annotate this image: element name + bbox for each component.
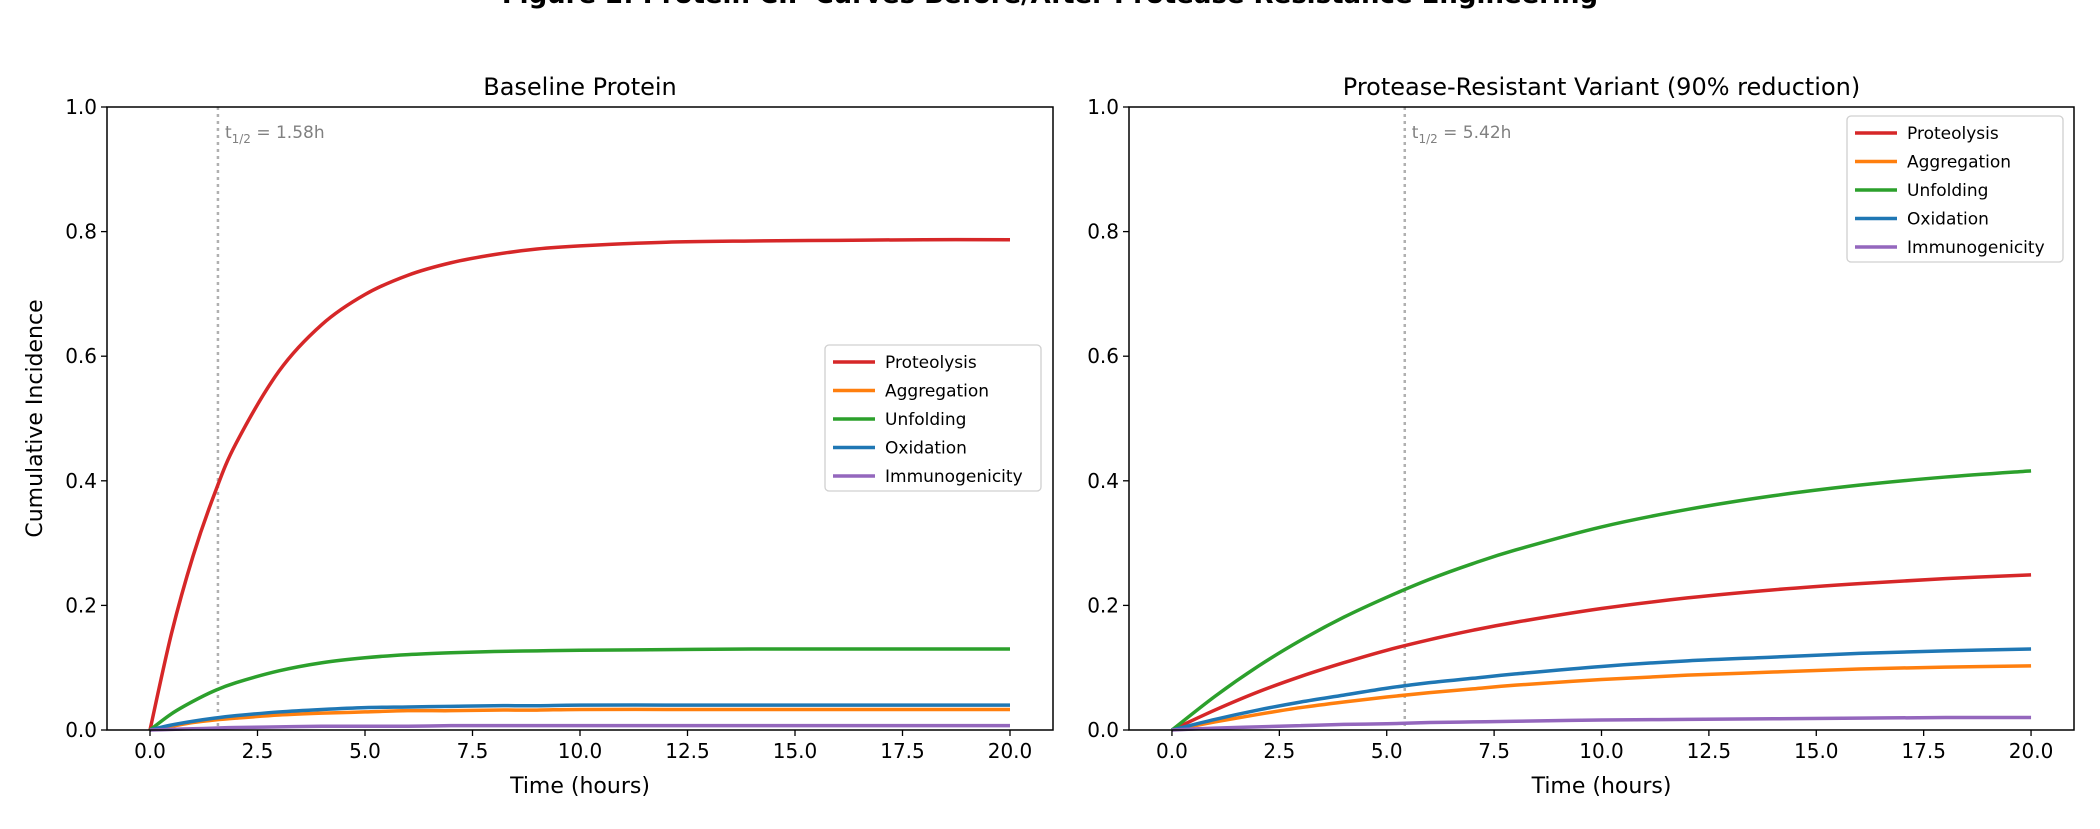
legend-box xyxy=(1846,115,2064,263)
x-tick-label: 5.0 xyxy=(349,739,381,763)
y-tick-label: 0.2 xyxy=(1087,593,1119,617)
legend-label: Immunogenicity xyxy=(1907,238,2045,258)
y-tick-label: 0.4 xyxy=(65,469,97,493)
legend-label: Immunogenicity xyxy=(885,467,1023,487)
series-line-aggregation xyxy=(149,707,1010,732)
y-tick-label: 0.8 xyxy=(1087,220,1119,244)
x-tick-label: 0.0 xyxy=(1156,739,1188,763)
x-axis-label: Time (hours) xyxy=(1531,774,1672,799)
x-tick-label: 12.5 xyxy=(665,739,710,763)
x-tick-label: 5.0 xyxy=(1371,739,1403,763)
legend-label: Unfolding xyxy=(1907,181,1988,201)
series-line-proteolysis xyxy=(148,237,1011,731)
halflife-label: t1/2 = 5.42h xyxy=(1412,123,1512,146)
series-line-aggregation xyxy=(1171,664,2032,732)
y-tick-label: 0.8 xyxy=(65,220,97,244)
legend-label: Proteolysis xyxy=(1907,124,1999,144)
legend-label: Aggregation xyxy=(885,382,989,402)
legend-label: Oxidation xyxy=(885,439,967,459)
y-tick-label: 0.6 xyxy=(1087,344,1119,368)
x-tick-label: 10.0 xyxy=(558,739,603,763)
y-tick-label: 0.0 xyxy=(1087,718,1119,742)
series-line-unfolding xyxy=(1170,469,2032,732)
subplot-title: Protease-Resistant Variant (90% reductio… xyxy=(1343,73,1860,101)
y-tick-label: 0.2 xyxy=(65,593,97,617)
y-tick-label: 1.0 xyxy=(1087,95,1119,119)
subplot-2: t1/2 = 5.42h 0.0 2.5 5.0 7.5 10.0 12.5 15.0 17.5… xyxy=(1087,73,2075,799)
series-line-unfolding xyxy=(148,647,1010,732)
x-tick-label: 20.0 xyxy=(988,739,1033,763)
legend-label: Aggregation xyxy=(1907,153,2011,173)
figure-title: Figure 2: Protein CIF Curves Before/Afte… xyxy=(502,0,1598,10)
y-tick-label: 0.4 xyxy=(1087,469,1119,493)
x-tick-label: 15.0 xyxy=(773,739,818,763)
x-tick-label: 17.5 xyxy=(880,739,925,763)
x-axis-label: Time (hours) xyxy=(509,774,650,799)
x-tick-label: 17.5 xyxy=(1901,739,1946,763)
y-tick-label: 0.6 xyxy=(65,344,97,368)
y-tick-label: 0.0 xyxy=(65,718,97,742)
x-tick-label: 7.5 xyxy=(1478,739,1510,763)
x-tick-label: 12.5 xyxy=(1687,739,1732,763)
legend: Proteolysis Aggregation Unfolding Oxidation… xyxy=(1846,115,2064,263)
x-tick-label: 0.0 xyxy=(134,739,166,763)
series-line-immunogenicity xyxy=(149,723,1011,732)
series-line-immunogenicity xyxy=(1171,715,2032,732)
x-tick-label: 2.5 xyxy=(1263,739,1295,763)
subplot-title: Baseline Protein xyxy=(483,73,677,101)
y-tick-label: 1.0 xyxy=(65,95,97,119)
legend-box xyxy=(824,344,1042,492)
legend-label: Oxidation xyxy=(1907,210,1989,230)
halflife-label: t1/2 = 1.58h xyxy=(225,123,325,146)
x-tick-label: 7.5 xyxy=(457,739,489,763)
x-tick-label: 2.5 xyxy=(242,739,274,763)
series-line-oxidation xyxy=(1171,647,2032,732)
x-tick-label: 10.0 xyxy=(1579,739,1624,763)
x-tick-label: 15.0 xyxy=(1794,739,1839,763)
x-tick-label: 20.0 xyxy=(2009,739,2054,763)
series-line-oxidation xyxy=(149,703,1010,732)
series-line-proteolysis xyxy=(1171,573,2032,732)
subplot-1: t1/2 = 1.58h 0.0 2.5 5.0 7.5 10.0 12.5 15.0 17.5… xyxy=(23,73,1054,799)
y-axis-label: Cumulative Incidence xyxy=(23,299,48,537)
legend-label: Unfolding xyxy=(885,410,966,430)
legend-label: Proteolysis xyxy=(885,353,977,373)
legend: Proteolysis Aggregation Unfolding Oxidation… xyxy=(824,344,1042,492)
